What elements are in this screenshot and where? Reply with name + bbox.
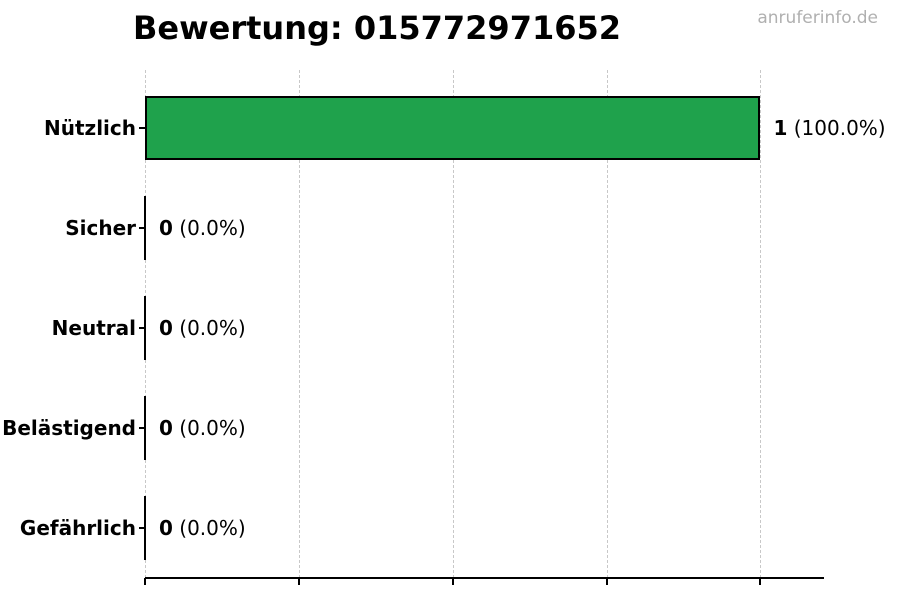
y-axis-tick <box>139 327 145 329</box>
x-gridline <box>606 70 608 578</box>
x-gridline <box>760 70 762 578</box>
category-label: Sicher <box>65 216 136 240</box>
zero-value-bar <box>144 396 146 460</box>
value-label: 0 (0.0%) <box>159 515 246 541</box>
value-label: 0 (0.0%) <box>159 415 246 441</box>
zero-value-bar <box>144 196 146 260</box>
value-bar <box>145 96 761 160</box>
x-gridline <box>452 70 454 578</box>
value-count: 0 <box>159 516 173 540</box>
value-label: 0 (0.0%) <box>159 215 246 241</box>
zero-value-bar <box>144 496 146 560</box>
y-axis-tick <box>139 527 145 529</box>
value-label: 0 (0.0%) <box>159 315 246 341</box>
y-axis-tick <box>139 127 145 129</box>
value-percent: (0.0%) <box>172 216 246 240</box>
chart-title: Bewertung: 015772971652 <box>132 9 622 47</box>
x-gridline <box>298 70 300 578</box>
zero-value-bar <box>144 296 146 360</box>
value-percent: (0.0%) <box>172 316 246 340</box>
x-axis-tick <box>451 578 454 585</box>
value-label: 1 (100.0%) <box>773 115 885 141</box>
category-label: Gefährlich <box>19 516 136 540</box>
y-axis-tick <box>139 427 145 429</box>
x-axis-tick <box>759 578 762 585</box>
x-axis-tick <box>144 578 146 585</box>
category-label: Nützlich <box>44 116 136 140</box>
watermark-text: anruferinfo.de <box>757 8 878 28</box>
x-axis-tick <box>605 578 608 585</box>
value-count: 0 <box>159 216 173 240</box>
value-count: 1 <box>773 116 788 140</box>
x-axis-tick <box>297 578 300 585</box>
value-percent: (100.0%) <box>787 116 886 140</box>
value-count: 0 <box>159 416 173 440</box>
value-percent: (0.0%) <box>172 516 246 540</box>
category-label: Belästigend <box>2 416 136 440</box>
category-label: Neutral <box>51 316 136 340</box>
x-axis-line <box>145 577 824 579</box>
value-percent: (0.0%) <box>172 416 246 440</box>
value-count: 0 <box>159 316 173 340</box>
y-axis-tick <box>139 227 145 229</box>
